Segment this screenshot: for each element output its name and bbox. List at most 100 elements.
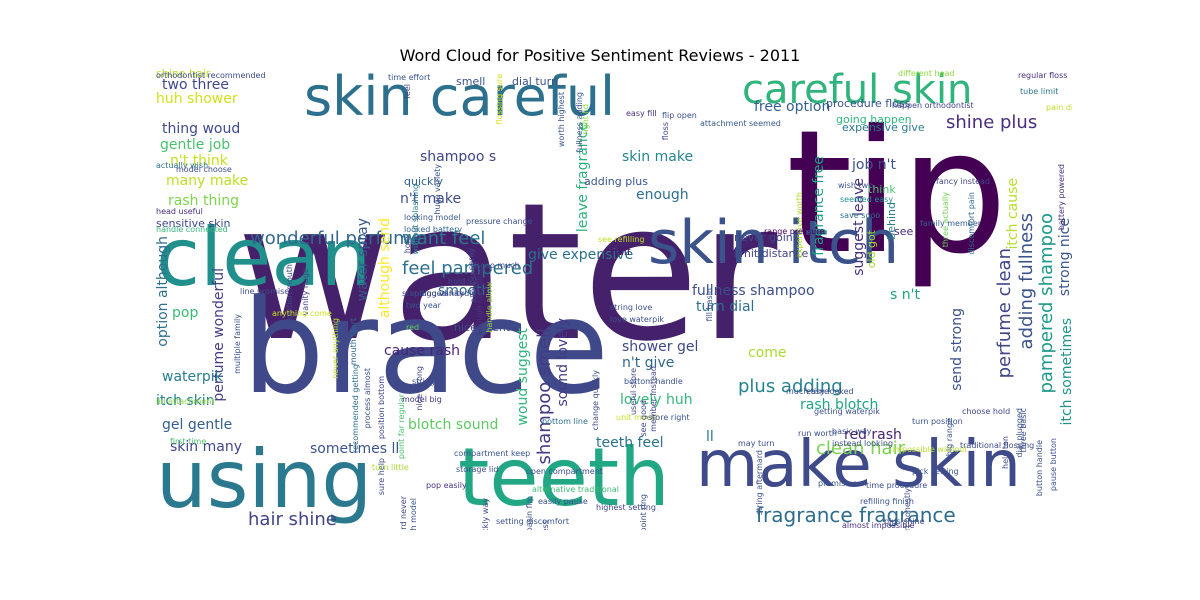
- cloud-word: never anything: [331, 318, 340, 379]
- cloud-word: tip: [786, 94, 1008, 292]
- cloud-word: sound lovely: [555, 318, 571, 407]
- cloud-word: although send: [377, 218, 393, 319]
- cloud-word: happen orthodontist: [892, 101, 974, 110]
- cloud-word: job n't: [852, 157, 897, 173]
- cloud-word: recommended getting: [351, 364, 360, 454]
- cloud-word: plus adding: [738, 376, 843, 397]
- cloud-word: pop easily: [426, 481, 467, 490]
- cloud-word: storage lid: [456, 465, 499, 474]
- cloud-word: regular floss: [1018, 71, 1068, 80]
- cloud-word: lid attachment: [156, 397, 215, 406]
- cloud-word: clean hair: [816, 438, 905, 459]
- cloud-word: actually wish: [156, 161, 209, 170]
- cloud-word: careful skin: [742, 68, 973, 113]
- cloud-word: hold: [403, 236, 412, 254]
- cloud-word: brace: [242, 271, 610, 423]
- cloud-word: refilling finish: [860, 497, 915, 506]
- cloud-word: easy looked: [806, 387, 854, 396]
- cloud-word: shower gel: [622, 339, 699, 355]
- cloud-word: send strong: [949, 308, 965, 391]
- cloud-word: handle connected: [156, 225, 228, 234]
- cloud-word: gentle job: [160, 137, 231, 153]
- cloud-word: red rash: [844, 427, 902, 443]
- cloud-word: shine hair: [156, 68, 211, 80]
- cloud-word: plus shine: [884, 517, 925, 526]
- cloud-word: turn little: [372, 463, 409, 472]
- cloud-word: string aftermard: [755, 450, 764, 516]
- cloud-word: teeth feel: [596, 435, 664, 451]
- cloud-word: bottom line: [542, 417, 588, 426]
- cloud-word: fullness adding: [575, 92, 584, 153]
- cloud-word: basic way: [832, 427, 872, 436]
- cloud-word: feel: [403, 84, 412, 99]
- cloud-word: string: [412, 377, 435, 386]
- cloud-word: change quickly: [591, 370, 600, 431]
- cloud-word: save sooo: [840, 211, 881, 220]
- cloud-word: traditional flossing: [960, 441, 1035, 450]
- cloud-word: shampoo s: [420, 149, 497, 165]
- cloud-word: promise son: [818, 479, 867, 488]
- cloud-word: pop: [172, 305, 199, 321]
- cloud-word: useful store: [629, 368, 638, 416]
- cloud-word: model choose: [176, 165, 232, 174]
- cloud-word: make skin: [696, 428, 1021, 502]
- cloud-word: impossible without: [892, 445, 968, 454]
- cloud-word: floss: [661, 122, 670, 141]
- cloud-word: see good: [639, 400, 648, 437]
- cloud-word: battery powered: [1057, 164, 1066, 231]
- cloud-word: point ring: [639, 494, 648, 530]
- cloud-word: wish two: [838, 181, 874, 190]
- cloud-word: going happen: [836, 113, 912, 126]
- cloud-word: choose hold: [962, 407, 1011, 416]
- cloud-word: pressure change: [466, 217, 533, 226]
- cloud-word: gel gentle: [162, 417, 233, 433]
- cloud-word: head useful: [156, 207, 203, 216]
- cloud-word: turn dial: [696, 299, 755, 315]
- cloud-word: afterward never: [399, 496, 408, 530]
- cloud-word: feel pampered: [402, 258, 534, 279]
- cloud-word: pick setting: [912, 467, 959, 476]
- cloud-word: flossing sure: [495, 74, 504, 125]
- cloud-word: sometimes ll: [310, 441, 400, 457]
- cloud-word: cause rash: [384, 343, 461, 359]
- cloud-word: two three: [162, 77, 229, 93]
- cloud-word: attachment seemed: [700, 119, 781, 128]
- cloud-word: sensitive skin: [156, 217, 231, 230]
- cloud-word: procedure floss: [826, 97, 911, 110]
- cloud-word: looking model: [404, 213, 461, 222]
- cloud-word: setting discomfort: [496, 517, 569, 526]
- cloud-word: want feel: [402, 228, 486, 249]
- cloud-word: hold lot: [448, 277, 479, 286]
- cloud-word: skin careful: [304, 68, 616, 128]
- cloud-word: line promise: [240, 287, 290, 296]
- cloud-word: much time: [786, 387, 829, 396]
- cloud-word: hair shine: [248, 509, 337, 530]
- cloud-word: help ton: [1001, 436, 1010, 469]
- cloud-word: three basic: [1019, 408, 1028, 453]
- cloud-word: anything come: [272, 309, 332, 318]
- cloud-word: see: [894, 225, 914, 238]
- cloud-word: see refilling: [598, 235, 645, 244]
- cloud-word: thing woud: [162, 121, 241, 137]
- cloud-word: sooo much: [476, 261, 520, 270]
- cloud-word: never going: [734, 231, 800, 244]
- cloud-word: suggest leave: [851, 178, 867, 276]
- cloud-word: range pressure: [764, 227, 825, 236]
- cloud-word: easily pause: [538, 497, 588, 506]
- cloud-word: smell: [456, 75, 486, 88]
- cloud-word: compartment keep: [454, 449, 531, 458]
- cloud-word: skin make: [622, 149, 694, 165]
- cloud-word: shine plus: [946, 112, 1038, 133]
- cloud-word: family member: [920, 219, 982, 228]
- cloud-word: easy fill: [626, 109, 657, 118]
- cloud-word: nice scent: [454, 321, 511, 334]
- cloud-word: fancy instead: [936, 177, 990, 186]
- cloud-word: shampoo smell: [534, 328, 555, 465]
- cloud-word: instead looking: [832, 439, 894, 448]
- cloud-word: time procedure: [866, 481, 928, 490]
- cloud-word: red: [406, 323, 420, 332]
- cloud-word: fill basin: [705, 288, 714, 322]
- cloud-word: enough standing: [475, 268, 484, 336]
- cloud-word: multiple family: [233, 314, 242, 374]
